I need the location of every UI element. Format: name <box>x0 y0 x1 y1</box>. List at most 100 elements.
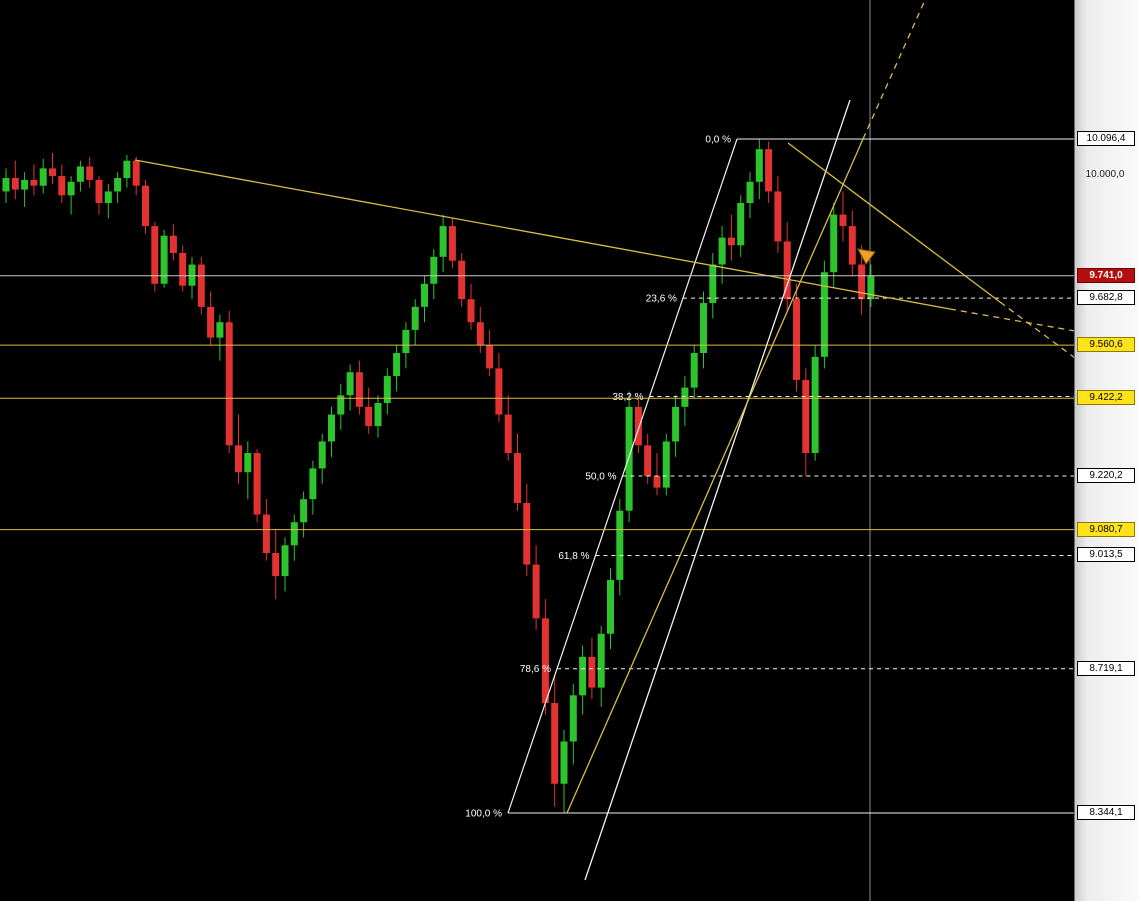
candle-body <box>188 264 196 286</box>
fib-level-label: 78,6 % <box>520 664 551 675</box>
candle-body <box>421 283 428 307</box>
candle-body <box>458 260 466 300</box>
channel-line-upper[interactable] <box>584 99 851 881</box>
chart-svg: 0,0 % 23,6 % 38,2 % 50,0 % 61,8 % 78,6 % 100,0… <box>0 0 1076 901</box>
downtrend-line-long[interactable] <box>134 159 951 310</box>
candle-body <box>783 241 791 300</box>
candle-body <box>625 406 633 511</box>
candle-body <box>30 179 38 186</box>
candle-body <box>76 166 84 182</box>
candle-body <box>700 303 707 353</box>
current-price-badge: 9.741,0 <box>1077 268 1135 283</box>
fib-price-badge: 9.682,8 <box>1077 290 1135 305</box>
candle-body <box>709 264 717 303</box>
candle-body <box>848 226 856 265</box>
fib-level-label: 38,2 % <box>612 392 643 403</box>
candle-body <box>476 322 484 346</box>
candle-body <box>811 356 819 453</box>
fib-price-badge: 8.719,1 <box>1077 661 1135 676</box>
candle-body <box>737 203 745 246</box>
candle-body <box>309 468 317 500</box>
candle-body <box>39 168 47 186</box>
candle-body <box>383 376 391 403</box>
candle-body <box>514 453 521 503</box>
downtrend-line-peak[interactable] <box>787 142 1001 303</box>
candle-body <box>634 406 642 446</box>
candle-body <box>58 176 66 196</box>
candle-body <box>579 656 587 696</box>
candle-body <box>569 695 577 742</box>
candle-body <box>49 168 56 177</box>
candle-body <box>448 226 456 261</box>
candle-body <box>21 179 29 190</box>
fib-price-badge: 10.096,4 <box>1077 131 1135 146</box>
candle-body <box>681 387 689 407</box>
candle-body <box>160 235 168 284</box>
candle-body <box>541 618 549 703</box>
candle-body <box>439 226 447 257</box>
candle-body <box>104 191 112 203</box>
candle-body <box>290 522 298 546</box>
candle-body <box>504 414 512 453</box>
candle-body <box>588 656 596 688</box>
level-price-badge: 9.422,2 <box>1077 390 1135 405</box>
candle-body <box>551 703 559 784</box>
candle-body <box>532 564 540 619</box>
candle-body <box>672 406 680 442</box>
candle-body <box>820 272 828 357</box>
candle-body <box>123 160 131 178</box>
candle-body <box>430 256 438 284</box>
downtrend-line-peak-ext[interactable] <box>999 301 1076 359</box>
candle-body <box>337 395 345 415</box>
level-price-badge: 9.080,7 <box>1077 522 1135 537</box>
uptrend-line-steep-ext[interactable] <box>862 0 926 140</box>
candle-body <box>11 178 19 190</box>
candle-body <box>300 499 308 523</box>
candle-body <box>495 368 503 415</box>
fib-level-label: 100,0 % <box>465 808 502 819</box>
candle-body <box>235 445 242 473</box>
candle-body <box>365 406 373 427</box>
chart-area[interactable]: 0,0 % 23,6 % 38,2 % 50,0 % 61,8 % 78,6 % 100,0… <box>0 0 1076 901</box>
candle-body <box>393 353 401 377</box>
candle-body <box>718 237 726 265</box>
candle-body <box>411 306 419 330</box>
candle-body <box>67 181 75 196</box>
candle-body <box>86 166 94 180</box>
candle-body <box>318 441 326 469</box>
candle-body <box>765 149 773 192</box>
fib-level-label: 61,8 % <box>558 551 589 562</box>
candle-body <box>727 237 735 246</box>
candle-body <box>523 503 531 565</box>
fib-price-badge: 8.344,1 <box>1077 805 1135 820</box>
axis-price-label: 10.000,0 <box>1085 169 1125 180</box>
price-axis[interactable]: 10.096,4 10.000,0 9.741,0 9.682,8 9.560,6 9.4… <box>1074 0 1139 901</box>
candle-body <box>374 403 382 427</box>
candle-body <box>616 510 624 580</box>
fib-level-label: 23,6 % <box>646 294 677 305</box>
candle-body <box>346 372 354 396</box>
candle-body <box>355 372 363 407</box>
candle-body <box>281 545 289 577</box>
candle-body <box>793 299 800 380</box>
candle-body <box>272 553 280 577</box>
candle-body <box>774 191 782 242</box>
fib-level-label: 50,0 % <box>585 472 616 483</box>
candle-body <box>858 264 866 300</box>
candle-body <box>644 445 652 477</box>
candle-body <box>597 633 605 688</box>
candle-body <box>216 322 224 338</box>
candle-body <box>142 185 149 227</box>
uptrend-line-steep[interactable] <box>566 138 864 814</box>
downtrend-line-long-ext[interactable] <box>949 308 1076 332</box>
candle-body <box>746 181 754 203</box>
candle-body <box>486 345 494 369</box>
candle-body <box>225 322 233 446</box>
candle-body <box>467 299 475 323</box>
candle-body <box>690 353 698 388</box>
candle-body <box>328 414 335 442</box>
level-price-badge: 9.560,6 <box>1077 337 1135 352</box>
marker-arrow-icon[interactable] <box>857 248 876 265</box>
candle-body <box>262 514 270 553</box>
